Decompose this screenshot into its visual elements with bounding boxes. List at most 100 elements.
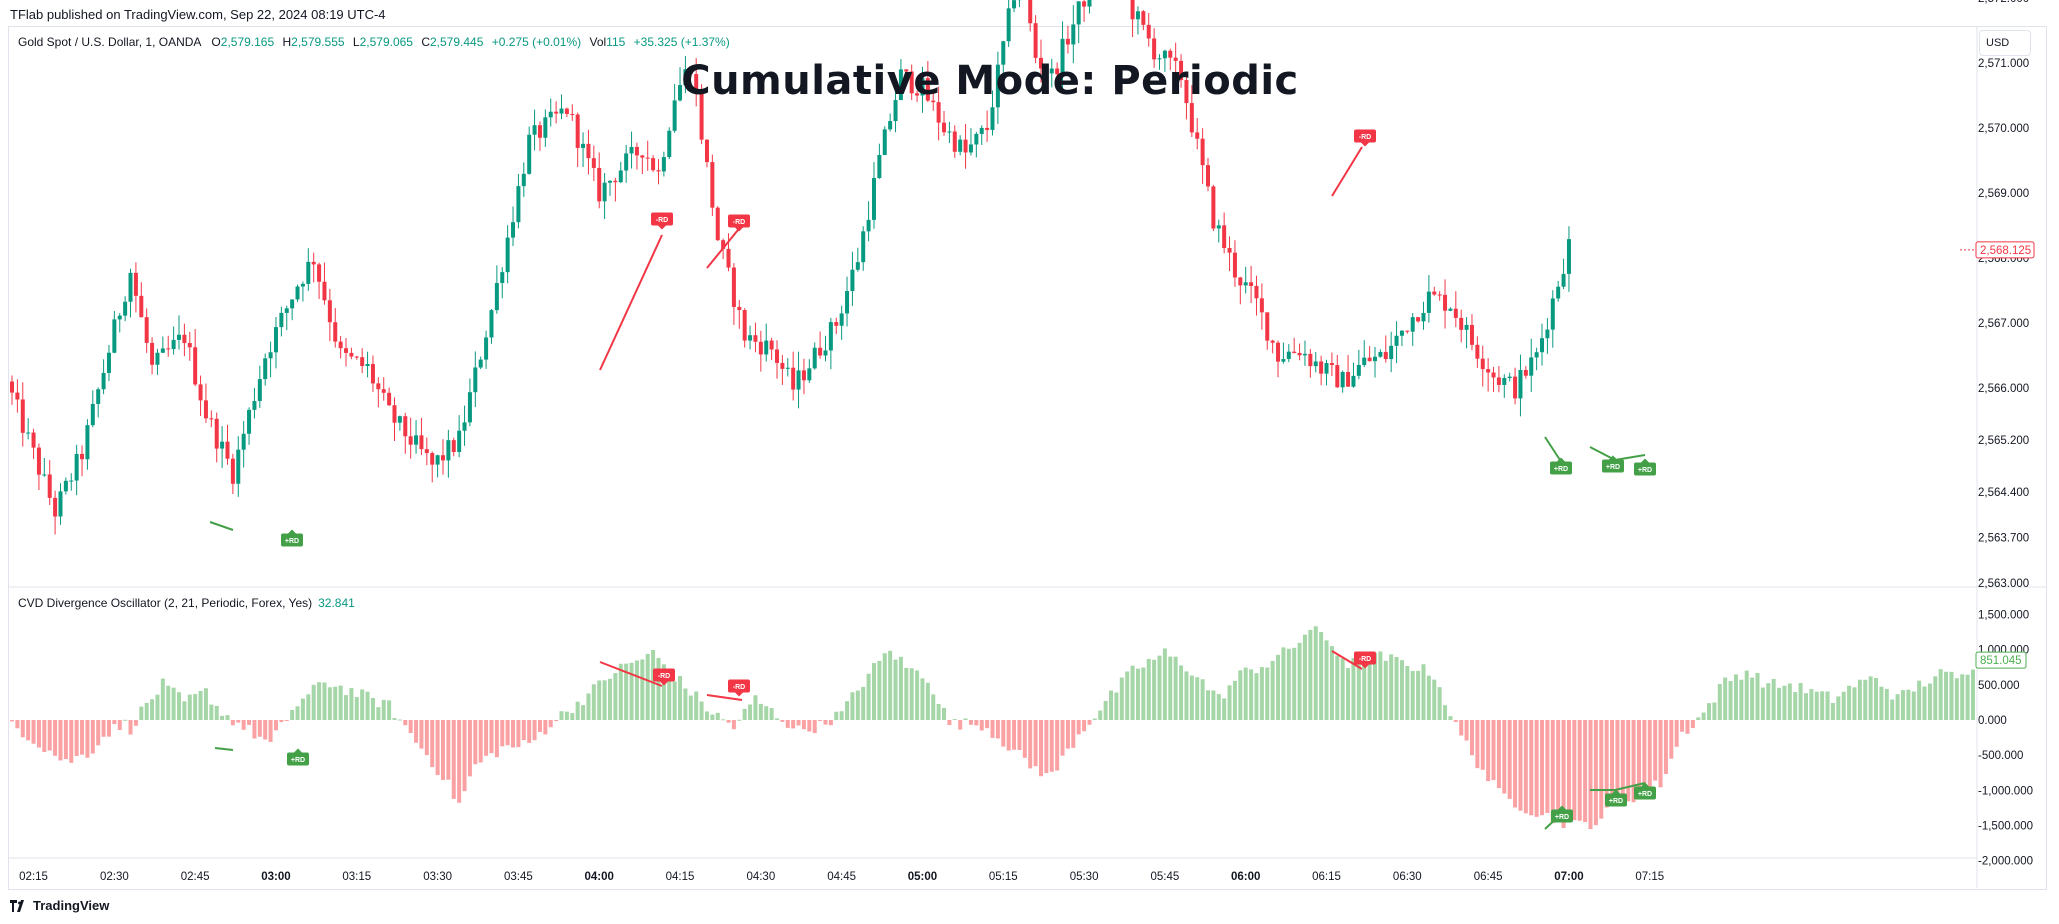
histogram-bar[interactable] [532,720,537,741]
symbol-legend[interactable]: Gold Spot / U.S. Dollar, 1, OANDA O2,579… [18,35,735,49]
histogram-bar[interactable] [63,720,68,760]
candle-body[interactable] [1416,317,1421,322]
candle-body[interactable] [1184,80,1189,104]
candle-body[interactable] [936,102,941,123]
histogram-bar[interactable] [1421,664,1426,720]
histogram-bar[interactable] [855,690,860,720]
histogram-bar[interactable] [1631,720,1636,803]
histogram-bar[interactable] [985,720,990,729]
histogram-bar[interactable] [1820,691,1825,720]
histogram-bar[interactable] [748,704,753,720]
candle-body[interactable] [925,78,930,101]
candle-body[interactable] [947,131,952,133]
candle-body[interactable] [758,341,763,355]
histogram-bar[interactable] [1346,668,1351,720]
candle-body[interactable] [618,170,623,183]
histogram-bar[interactable] [1793,692,1798,720]
histogram-bar[interactable] [225,715,230,720]
candle-body[interactable] [1211,186,1216,229]
histogram-bar[interactable] [31,720,36,744]
histogram-bar[interactable] [1340,658,1345,720]
candle-body[interactable] [1523,369,1528,376]
candle-body[interactable] [322,281,327,301]
histogram-bar[interactable] [871,663,876,720]
histogram-bar[interactable] [678,675,683,720]
histogram-bar[interactable] [1599,720,1604,819]
histogram-bar[interactable] [295,706,300,720]
candle-body[interactable] [559,108,564,114]
histogram-bar[interactable] [209,704,214,720]
histogram-bar[interactable] [920,678,925,720]
histogram-bar[interactable] [1944,671,1949,720]
histogram-bar[interactable] [1329,646,1334,720]
histogram-bar[interactable] [1787,683,1792,720]
candle-body[interactable] [721,240,726,249]
candle-body[interactable] [688,69,693,75]
candle-body[interactable] [1152,38,1157,60]
histogram-bar[interactable] [1475,720,1480,769]
histogram-bar[interactable] [360,689,365,720]
candle-body[interactable] [1475,344,1480,359]
histogram-bar[interactable] [570,713,575,720]
candle-body[interactable] [171,339,176,350]
candle-body[interactable] [1373,356,1378,362]
candle-body[interactable] [861,231,866,263]
histogram-bar[interactable] [1227,685,1232,720]
candle-body[interactable] [279,312,284,328]
histogram-bar[interactable] [344,695,349,720]
histogram-bar[interactable] [775,718,780,720]
candle-body[interactable] [1534,352,1539,358]
candle-body[interactable] [607,180,612,183]
histogram-bar[interactable] [952,719,957,721]
histogram-bar[interactable] [1432,679,1437,720]
candle-body[interactable] [931,100,936,103]
histogram-bar[interactable] [403,720,408,726]
candle-body[interactable] [90,403,95,426]
histogram-bar[interactable] [1653,720,1658,781]
candle-body[interactable] [1410,317,1415,332]
histogram-bar[interactable] [187,694,192,720]
histogram-bar[interactable] [731,720,736,730]
histogram-bar[interactable] [1276,654,1281,720]
candle-body[interactable] [1012,0,1017,9]
histogram-bar[interactable] [1319,631,1324,720]
histogram-bar[interactable] [1362,665,1367,720]
candle-body[interactable] [133,272,138,296]
histogram-bar[interactable] [704,711,709,720]
histogram-bar[interactable] [494,720,499,758]
histogram-bar[interactable] [1378,651,1383,720]
histogram-bar[interactable] [537,720,542,732]
candle-body[interactable] [613,180,618,183]
histogram-bar[interactable] [1895,694,1900,720]
candle-body[interactable] [74,453,79,481]
candle-body[interactable] [1173,57,1178,61]
candle-body[interactable] [36,447,41,475]
candle-body[interactable] [435,455,440,465]
histogram-bar[interactable] [1803,693,1808,720]
histogram-bar[interactable] [133,720,138,726]
histogram-bar[interactable] [1636,720,1641,794]
histogram-bar[interactable] [1830,702,1835,720]
candle-body[interactable] [710,162,715,208]
candle-body[interactable] [1281,358,1286,362]
histogram-bar[interactable] [1933,676,1938,720]
histogram-bar[interactable] [1200,679,1205,720]
histogram-bar[interactable] [812,720,817,734]
histogram-bar[interactable] [1480,720,1485,770]
candle-body[interactable] [10,381,14,393]
candle-body[interactable] [1464,324,1469,330]
histogram-bar[interactable] [1443,705,1448,720]
candle-body[interactable] [381,389,386,393]
histogram-bar[interactable] [1394,657,1399,720]
histogram-bar[interactable] [564,711,569,720]
candle-body[interactable] [564,108,569,114]
candle-body[interactable] [597,167,602,202]
histogram-bar[interactable] [1965,674,1970,720]
histogram-bar[interactable] [1717,684,1722,720]
histogram-bar[interactable] [74,720,79,756]
candle-body[interactable] [764,340,769,355]
histogram-bar[interactable] [1674,720,1679,747]
candle-body[interactable] [101,372,106,390]
histogram-bar[interactable] [1265,667,1270,720]
candle-body[interactable] [295,286,300,300]
